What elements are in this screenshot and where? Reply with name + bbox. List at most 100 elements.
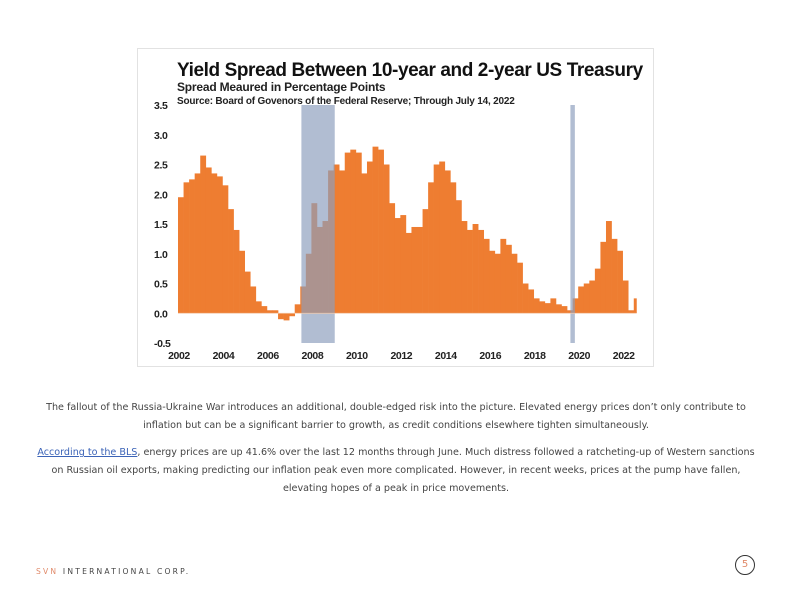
data-bar [389,203,396,314]
data-bar [578,286,585,314]
data-bar [355,152,362,314]
data-bar [339,170,346,314]
x-tick-label: 2016 [479,350,501,362]
data-bar [594,268,601,314]
data-bar [261,306,268,314]
data-bar [539,301,546,314]
data-bar [544,303,551,314]
data-bar [472,224,479,314]
data-bar [255,301,262,314]
data-bar [278,313,284,320]
x-tick-label: 2014 [435,350,457,362]
data-bar [294,304,301,314]
body-paragraph-1: The fallout of the Russia-Ukraine War in… [46,402,746,431]
data-bar [455,200,462,314]
chart-container: Yield Spread Between 10-year and 2-year … [137,48,654,367]
data-bar [183,182,190,314]
data-bar [483,238,490,314]
data-bar [216,176,223,314]
data-bar [589,280,596,314]
data-bar [511,253,518,314]
data-bar [228,209,234,314]
data-bar [600,241,607,314]
y-tick-label: 1.0 [154,249,168,261]
data-bar [383,164,390,314]
series-0 [178,146,637,321]
data-bar [605,221,612,314]
data-bar [178,197,184,314]
data-bar [200,155,207,314]
data-bar [233,229,240,314]
data-bar [533,298,540,314]
chart-title: Yield Spread Between 10-year and 2-year … [177,60,644,81]
data-bar [505,244,512,314]
footer-brand: SVN INTERNATIONAL CORP. [36,567,190,576]
data-bar [428,182,434,314]
data-bar [500,238,507,314]
chart-subtitle: Spread Meaured in Percentage Points [177,80,386,94]
data-bar [550,298,557,314]
data-bar [494,253,501,314]
data-bar [372,146,379,314]
data-bar [461,221,468,314]
data-bar [361,173,368,314]
brand-name: INTERNATIONAL CORP. [58,567,191,576]
data-bar [622,280,629,314]
data-bar [417,226,423,314]
x-tick-label: 2008 [302,350,324,362]
data-bar [350,149,357,314]
y-tick-label: 1.5 [154,219,168,231]
body-paragraph-2-text: , energy prices are up 41.6% over the la… [51,447,755,494]
data-bar [400,215,407,314]
y-tick-label: 2.0 [154,189,168,201]
data-bar [522,283,529,314]
recession-shading [570,105,575,343]
data-bar [433,164,440,314]
data-bar [244,271,251,314]
data-bar [583,283,590,314]
data-bar [239,250,245,314]
data-bar [411,226,418,314]
chart-source: Source: Board of Govenors of the Federal… [177,96,515,107]
data-bar [289,313,296,317]
yield-spread-chart: Yield Spread Between 10-year and 2-year … [154,60,644,362]
y-tick-label: 0.0 [154,308,168,320]
data-bar [211,173,218,314]
data-bar [189,179,195,314]
y-tick-label: -0.5 [154,338,171,350]
body-paragraph-2: According to the BLS, energy prices are … [30,444,762,498]
data-bar [222,185,229,314]
y-tick-label: 2.5 [154,160,168,172]
data-bar [333,164,340,314]
data-bar [250,286,257,314]
data-bar [394,218,401,314]
recession-shading [301,105,335,343]
data-bar [422,209,429,314]
x-tick-label: 2020 [568,350,590,362]
data-bar [272,310,279,314]
data-bar [283,313,290,321]
x-tick-label: 2018 [524,350,546,362]
data-bar [567,310,573,314]
data-bar [628,310,635,314]
x-tick-label: 2010 [346,350,368,362]
data-bar [555,304,562,314]
data-bar [405,232,412,314]
x-tick-label: 2022 [613,350,635,362]
bls-link[interactable]: According to the BLS [37,447,138,458]
data-bar [572,298,579,314]
data-bar [450,182,457,314]
data-bar [439,161,446,314]
data-bar [378,149,384,314]
x-tick-label: 2012 [390,350,412,362]
data-bar [344,152,351,314]
data-bar [266,310,273,314]
data-bar [489,250,496,314]
data-bar [478,229,485,314]
page-number-badge: 5 [735,555,755,575]
data-bar [617,250,623,314]
data-bar [517,262,523,314]
y-tick-label: 3.5 [154,100,168,112]
x-tick-label: 2002 [168,350,190,362]
data-bar [561,306,568,314]
